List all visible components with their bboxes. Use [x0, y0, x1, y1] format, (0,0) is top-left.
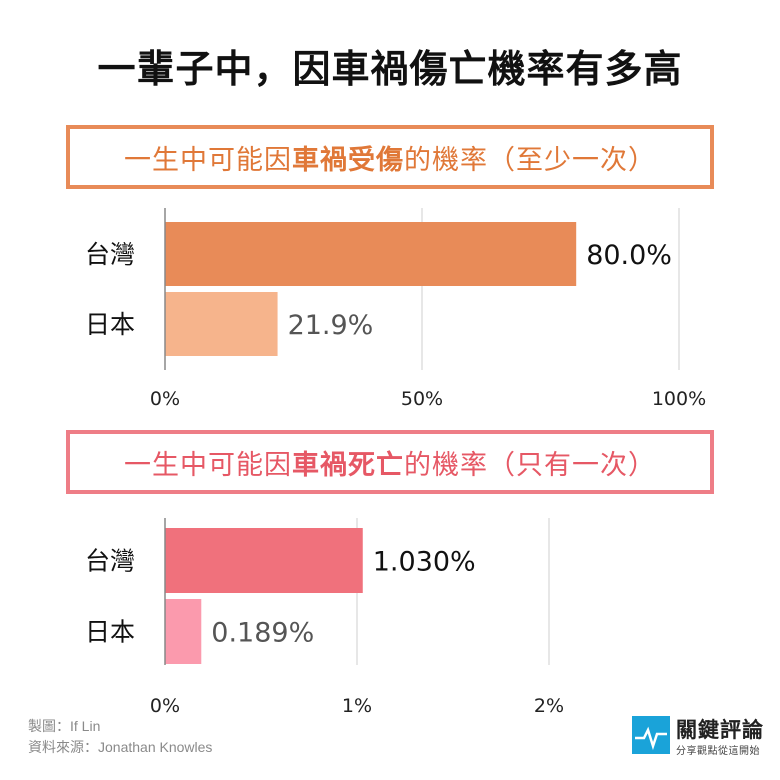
category-label: 台灣	[85, 240, 135, 269]
logo-name: 關鍵評論	[676, 718, 764, 742]
category-label: 日本	[85, 618, 135, 647]
category-label: 台灣	[85, 547, 135, 576]
chart-2-title-pre: 一生中可能因	[124, 449, 292, 481]
page-title: 一輩子中，因車禍傷亡機率有多高	[97, 47, 683, 91]
footer-source: 資料來源：Jonathan Knowles	[28, 739, 213, 755]
tick-label: 0%	[150, 695, 180, 717]
chart-1-title-post: 的機率（至少一次）	[404, 144, 656, 176]
value-label: 21.9%	[288, 310, 374, 341]
tick-label: 100%	[652, 388, 706, 410]
tick-label: 2%	[534, 695, 564, 717]
chart-1-title: 一生中可能因 車禍受傷 的機率（至少一次）	[66, 125, 714, 189]
chart-2-title: 一生中可能因 車禍死亡 的機率（只有一次）	[66, 430, 714, 494]
logo-tagline: 分享觀點從這開始	[676, 746, 760, 757]
chart-2-title-emphasis: 車禍死亡	[292, 449, 404, 481]
footer-maker: 製圖：If Lin	[28, 718, 101, 734]
value-label: 80.0%	[586, 240, 672, 271]
value-label: 1.030%	[373, 547, 476, 578]
chart-1-title-emphasis: 車禍受傷	[292, 144, 404, 176]
tick-label: 1%	[342, 695, 372, 717]
bar	[165, 599, 202, 664]
tick-label: 50%	[401, 388, 443, 410]
tick-label: 0%	[150, 388, 180, 410]
value-label: 0.189%	[211, 618, 314, 649]
chart-1-title-pre: 一生中可能因	[124, 144, 292, 176]
chart-2-title-post: 的機率（只有一次）	[404, 449, 656, 481]
bar	[165, 292, 278, 356]
bar	[165, 528, 363, 593]
logo-icon	[632, 716, 670, 754]
category-label: 日本	[85, 310, 135, 339]
bar	[165, 222, 577, 286]
